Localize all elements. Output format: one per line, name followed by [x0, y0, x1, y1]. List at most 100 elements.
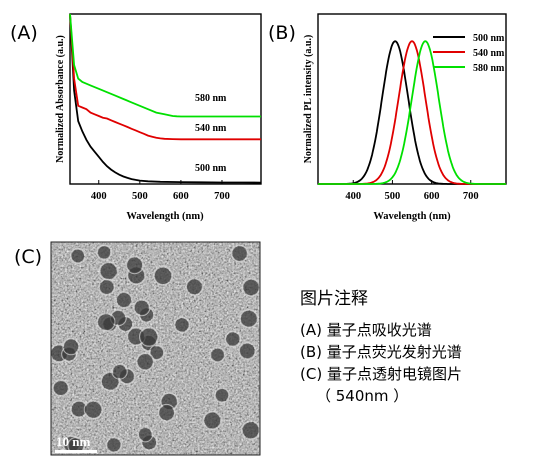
nanoparticle [141, 335, 156, 351]
absorbance-series-line [69, 13, 261, 118]
tem-scale-bar [55, 450, 97, 453]
nanoparticle-halo [133, 298, 151, 317]
pl-series-line [318, 40, 506, 185]
nanoparticle [69, 438, 84, 453]
nanoparticle-halo [70, 400, 88, 419]
nanoparticle-halo [98, 261, 119, 281]
pl-axes-frame [317, 13, 507, 185]
nanoparticle-halo [173, 316, 191, 334]
nanoparticle-halo [118, 367, 136, 385]
nanoparticle-halo [209, 346, 226, 363]
nanoparticle-halo [96, 312, 116, 332]
absorbance-label-500: 500 nm [195, 163, 227, 174]
nanoparticle-halo [148, 344, 165, 361]
nanoparticle-halo [61, 346, 78, 363]
nanoparticle [142, 435, 156, 450]
nanoparticle [204, 412, 221, 429]
nanoparticle-halo [241, 420, 260, 440]
legend-label-500: 500 nm [473, 33, 505, 44]
absorbance-xtick-label: 400 [91, 191, 107, 202]
nanoparticle-halo [135, 352, 155, 372]
nanoparticle [127, 257, 143, 273]
nanoparticle [120, 369, 134, 384]
pl-xtick-label: 400 [345, 191, 361, 202]
absorbance-xtick-label: 600 [173, 191, 189, 202]
nanoparticle-halo [230, 244, 249, 263]
legend-label-540: 540 nm [473, 48, 505, 59]
nanoparticle [118, 317, 133, 331]
nanoparticle-halo [202, 410, 222, 431]
nanoparticle-halo [140, 434, 158, 451]
absorbance-xtick-label: 700 [214, 191, 230, 202]
absorbance-plot-area: 400 500 600 700 580 nm 540 nm 500 nm Wavele… [55, 13, 262, 222]
tem-scale-label: 10 nm [56, 434, 90, 449]
nanoparticle [85, 401, 102, 418]
nanoparticle [242, 422, 259, 439]
caption-line-c-detail: （ 540nm ） [316, 387, 409, 405]
pl-xtick-label: 600 [424, 191, 440, 202]
nanoparticle-halo [138, 306, 155, 324]
nanoparticle [62, 347, 76, 361]
absorbance-series-line [69, 13, 261, 141]
caption-line-b: (B) 量子点荧光发射光谱 [300, 343, 462, 361]
absorbance-xlabel: Wavelength (nm) [126, 211, 204, 222]
pl-xtick-label: 700 [463, 191, 479, 202]
nanoparticle [64, 436, 79, 452]
nanoparticle-halo [238, 341, 257, 360]
nanoparticle-halo [105, 436, 123, 454]
nanoparticle-halo [117, 315, 134, 333]
nanoparticle-halo [62, 435, 81, 454]
legend-label-580: 580 nm [473, 63, 505, 74]
nanoparticle [128, 328, 145, 345]
panel-label-a: (A) [10, 22, 38, 44]
figure-caption: 图片注释 (A) 量子点吸收光谱 (B) 量子点荧光发射光谱 (C) 量子点透射… [300, 284, 462, 407]
absorbance-label-580: 580 nm [195, 93, 227, 104]
nanoparticle [134, 300, 149, 315]
tem-frame [50, 241, 261, 456]
tem-grain [51, 242, 260, 455]
nanoparticle-halo [62, 337, 80, 356]
pl-xlabel: Wavelength (nm) [373, 211, 451, 222]
pl-legend: 500 nm 540 nm 580 nm [433, 33, 505, 74]
pl-ylabel: Normalized PL intensity (a.u.) [303, 35, 314, 164]
absorbance-label-540: 540 nm [195, 123, 227, 134]
nanoparticle-halo [83, 400, 104, 420]
caption-line-a: (A) 量子点吸收光谱 [300, 321, 432, 339]
pl-plot-area: 400 500 600 700 500 nm 540 nm 580 nm Wavele… [303, 13, 507, 222]
nanoparticle [243, 279, 259, 296]
nanoparticle [187, 279, 202, 295]
nanoparticle [99, 280, 114, 294]
nanoparticle [150, 346, 164, 360]
nanoparticle [64, 339, 79, 354]
nanoparticle-halo [67, 436, 85, 455]
nanoparticle [140, 328, 158, 346]
absorbance-xtick-label: 500 [132, 191, 148, 202]
nanoparticle [71, 249, 85, 263]
nanoparticle [100, 263, 117, 280]
absorbance-series-line [69, 13, 262, 184]
nanoparticle-halo [109, 309, 127, 327]
nanoparticle-halo [115, 291, 133, 309]
nanoparticle-halo [126, 265, 147, 286]
absorbance-axes-frame [69, 13, 262, 185]
nanoparticle [240, 343, 255, 359]
nanoparticle [107, 438, 121, 452]
nanoparticle [159, 405, 174, 421]
nanoparticle-halo [101, 315, 119, 333]
nanoparticle-halo [52, 379, 70, 397]
nanoparticle-halo [185, 277, 204, 296]
pl-xtick-label: 500 [385, 191, 401, 202]
nanoparticle-halo [139, 326, 159, 347]
nanoparticle [101, 373, 119, 390]
nanoparticle-halo [157, 403, 176, 422]
nanoparticle [71, 401, 87, 417]
nanoparticle [215, 389, 229, 402]
nanoparticle-halo [98, 278, 116, 296]
nanoparticle [175, 318, 189, 332]
nanoparticle-halo [100, 371, 121, 392]
nanoparticle-halo [111, 363, 128, 380]
absorbance-ylabel: Normalized Absorbance (a.u.) [55, 35, 66, 163]
nanoparticle [103, 317, 117, 331]
nanoparticle-halo [51, 343, 69, 363]
